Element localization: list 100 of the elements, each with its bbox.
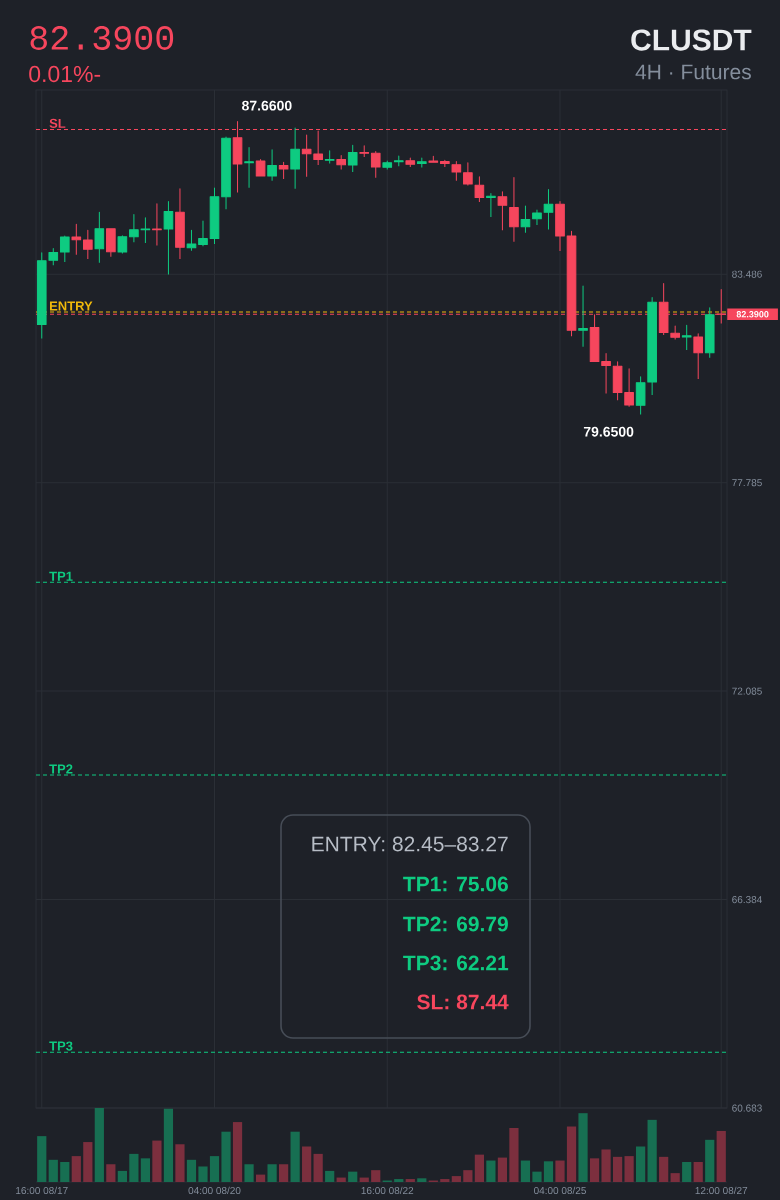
candlestick [463, 162, 473, 187]
bar [509, 1127, 519, 1183]
chart-subtitle: 4H · Futures [635, 64, 751, 80]
bar [37, 1136, 47, 1183]
candlestick [670, 325, 680, 340]
bar [255, 1174, 266, 1183]
y-tick-label: 77.785 [732, 479, 762, 487]
bar [313, 1153, 323, 1183]
ref-line-label: TP1 [49, 571, 73, 581]
candlestick [267, 149, 277, 182]
bar [578, 1113, 588, 1183]
candlestick [152, 203, 162, 247]
x-tick-label: 16:00 08/22 [361, 1186, 414, 1195]
bar [152, 1140, 162, 1183]
bar [636, 1146, 646, 1183]
bar [520, 1160, 531, 1183]
x-tick-label: 16:00 08/17 [16, 1186, 68, 1195]
bar [117, 1170, 127, 1183]
bar [129, 1153, 139, 1183]
candlestick [532, 209, 542, 226]
candlestick [370, 151, 381, 179]
bar [221, 1131, 231, 1183]
bar [48, 1159, 58, 1183]
ref-line-label: 82.3900 [736, 311, 769, 318]
bar [601, 1149, 611, 1183]
bar [94, 1108, 104, 1183]
bar [682, 1162, 692, 1183]
bar [60, 1162, 70, 1183]
candlestick [601, 352, 611, 395]
annotation: SL: 87.44 [417, 994, 509, 1010]
candlestick [440, 159, 450, 168]
candlestick [555, 201, 565, 252]
bar [348, 1171, 358, 1183]
candlestick [244, 147, 254, 189]
bar [371, 1170, 381, 1183]
bar [106, 1164, 116, 1183]
bar [394, 1179, 404, 1183]
candlestick [324, 150, 335, 165]
bar [198, 1166, 208, 1183]
y-tick-label: 66.384 [732, 896, 762, 904]
bar [670, 1173, 680, 1183]
y-tick-label: 83.486 [732, 270, 762, 278]
candlestick [290, 127, 300, 190]
candlestick [647, 296, 657, 396]
candlestick [255, 159, 266, 177]
ref-line-label: ENTRY [50, 301, 93, 311]
ref-line-label: SL [49, 118, 66, 128]
candlestick [347, 144, 358, 173]
bar [302, 1146, 312, 1183]
candlestick [520, 205, 531, 234]
candlestick [393, 155, 404, 167]
candlestick [405, 157, 416, 168]
annotation: TP3: 62.21 [403, 955, 509, 971]
candlestick [221, 136, 231, 210]
bar [659, 1156, 669, 1183]
candlestick [635, 376, 646, 415]
candlestick [301, 134, 312, 178]
candlestick [59, 235, 70, 263]
bar [589, 1158, 600, 1183]
bar [693, 1162, 703, 1183]
candlestick [474, 176, 485, 203]
candlestick [209, 187, 220, 245]
y-tick-label: 60.683 [732, 1104, 762, 1112]
bar [486, 1160, 496, 1183]
candlestick [117, 235, 128, 255]
candlestick [71, 223, 82, 256]
candlestick [451, 160, 462, 182]
bar [209, 1156, 220, 1183]
text: 82.3900 [30, 26, 174, 50]
bar [647, 1119, 657, 1183]
annotation: TP2: 69.79 [403, 916, 508, 932]
candlestick [198, 220, 208, 247]
candlestick [278, 161, 289, 180]
candlestick [416, 157, 427, 169]
bar [566, 1126, 577, 1183]
bar [279, 1164, 289, 1183]
candlestick [175, 188, 185, 260]
candlestick [163, 201, 174, 275]
bar [555, 1160, 565, 1183]
bar [624, 1156, 634, 1183]
bar [140, 1158, 151, 1183]
ref-line-label: TP3 [49, 1041, 73, 1051]
annotation: TP1: 75.06 [403, 876, 508, 892]
bar [405, 1179, 415, 1183]
x-tick-label: 12:00 08/27 [695, 1186, 748, 1195]
bar [543, 1161, 554, 1183]
bar [532, 1171, 542, 1183]
bar [474, 1154, 484, 1183]
text: 0.01%- [29, 65, 101, 83]
candlestick [578, 285, 588, 348]
candlestick [106, 228, 116, 258]
y-tick-label: 72.085 [732, 687, 762, 695]
bar [83, 1142, 93, 1183]
chart-title: CLUSDT [631, 29, 752, 51]
annotation: ENTRY: 82.45–83.27 [312, 836, 508, 852]
bar [497, 1157, 508, 1183]
candlestick [543, 189, 554, 230]
bar [186, 1159, 197, 1183]
bar [451, 1176, 461, 1183]
x-tick-label: 04:00 08/20 [188, 1186, 241, 1195]
